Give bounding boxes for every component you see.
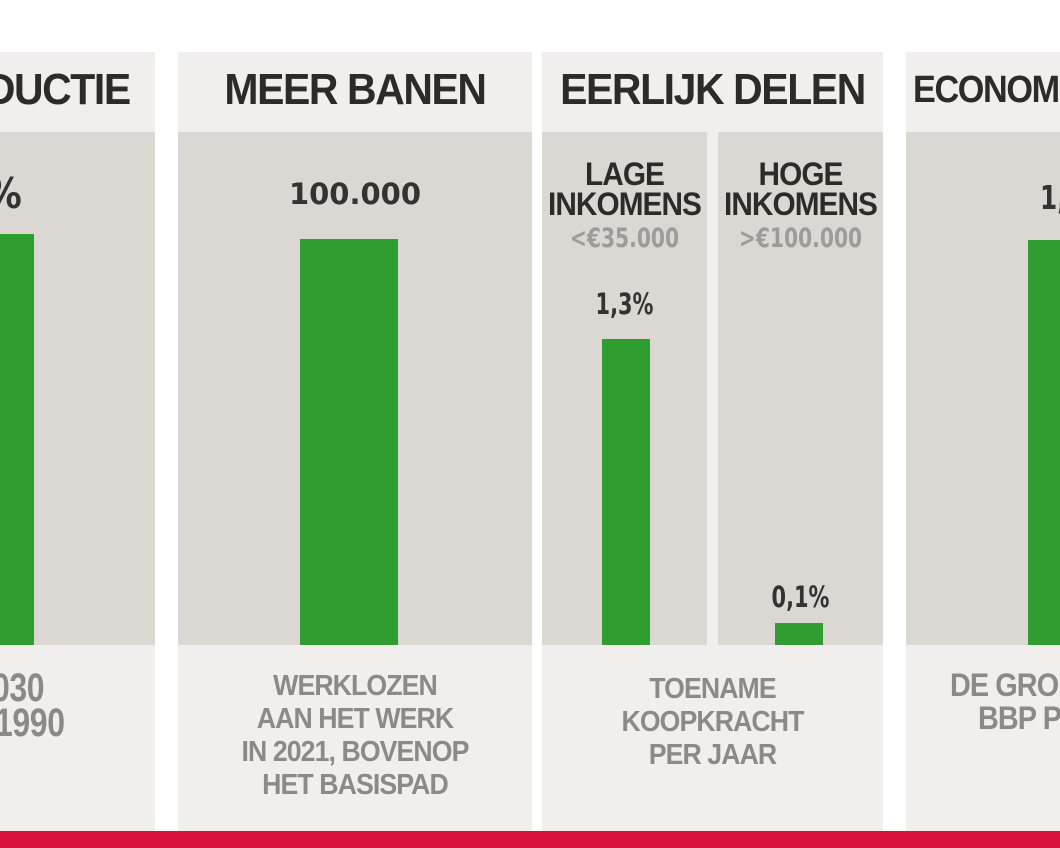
sublabel-hoge-inkomens: >€100.000 bbox=[738, 223, 863, 254]
bar-reductie bbox=[0, 234, 34, 645]
caption-line: TOENAME bbox=[649, 673, 776, 705]
group-label-lage-inkomens: LAGE INKOMENS bbox=[548, 156, 702, 222]
panel-title-reductie-fragment: DUCTIE bbox=[0, 65, 131, 114]
bar-meer-banen bbox=[300, 239, 398, 645]
caption-reductie-line2-fragment: 1990 bbox=[0, 701, 65, 745]
panel-title-eerlijk-delen: EERLIJK DELEN bbox=[560, 65, 866, 114]
caption-economie-line2-fragment: BBP PE bbox=[978, 700, 1060, 736]
subpanel-lage-inkomens: LAGE INKOMENS <€35.000 1,3% bbox=[542, 132, 707, 645]
caption-meer-banen: WERKLOZEN AAN HET WERK IN 2021, BOVENOP … bbox=[192, 670, 518, 802]
group-label-line: INKOMENS bbox=[724, 186, 878, 222]
caption-line: IN 2021, BOVENOP bbox=[241, 736, 470, 768]
panel-economie-cropped: ECONOMIS 1, DE GROE BBP PE bbox=[906, 52, 1060, 831]
subpanel-hoge-inkomens: HOGE INKOMENS >€100.000 0,1% bbox=[718, 132, 883, 645]
group-label-line: INKOMENS bbox=[548, 186, 702, 222]
caption-line: PER JAAR bbox=[648, 739, 777, 771]
panel-title-meer-banen: MEER BANEN bbox=[224, 65, 487, 114]
caption-reductie-line1-fragment: 030 bbox=[0, 666, 45, 710]
caption-line: AAN HET WERK bbox=[256, 703, 454, 735]
group-label-line: LAGE bbox=[585, 156, 665, 192]
value-label-reductie-fragment: % bbox=[0, 173, 22, 215]
bar-economie bbox=[1028, 240, 1060, 645]
group-label-line: HOGE bbox=[758, 156, 844, 192]
bar-hoge-inkomens bbox=[775, 623, 823, 645]
value-label-hoge-inkomens: 0,1% bbox=[771, 580, 830, 614]
caption-eerlijk-delen: TOENAME KOOPKRACHT PER JAAR bbox=[556, 673, 870, 772]
value-label-lage-inkomens: 1,3% bbox=[595, 287, 654, 321]
panel-reductie-cropped: DUCTIE % 030 1990 bbox=[0, 52, 155, 831]
caption-line: WERKLOZEN bbox=[273, 670, 438, 702]
panel-eerlijk-delen: EERLIJK DELEN LAGE INKOMENS <€35.000 1,3… bbox=[542, 52, 883, 831]
caption-line: HET BASISPAD bbox=[262, 769, 449, 801]
value-label-economie-fragment: 1, bbox=[1040, 178, 1060, 217]
group-label-hoge-inkomens: HOGE INKOMENS bbox=[724, 156, 878, 222]
red-footer-bar bbox=[0, 831, 1060, 848]
bar-lage-inkomens bbox=[602, 339, 650, 645]
caption-line: KOOPKRACHT bbox=[621, 706, 804, 738]
value-label-meer-banen: 100.000 bbox=[288, 177, 422, 211]
sublabel-lage-inkomens: <€35.000 bbox=[569, 223, 680, 254]
panel-title-economie-fragment: ECONOMIS bbox=[913, 69, 1060, 111]
caption-economie-line1-fragment: DE GROE bbox=[950, 667, 1060, 703]
panel-meer-banen: MEER BANEN 100.000 WERKLOZEN AAN HET WER… bbox=[178, 52, 532, 831]
